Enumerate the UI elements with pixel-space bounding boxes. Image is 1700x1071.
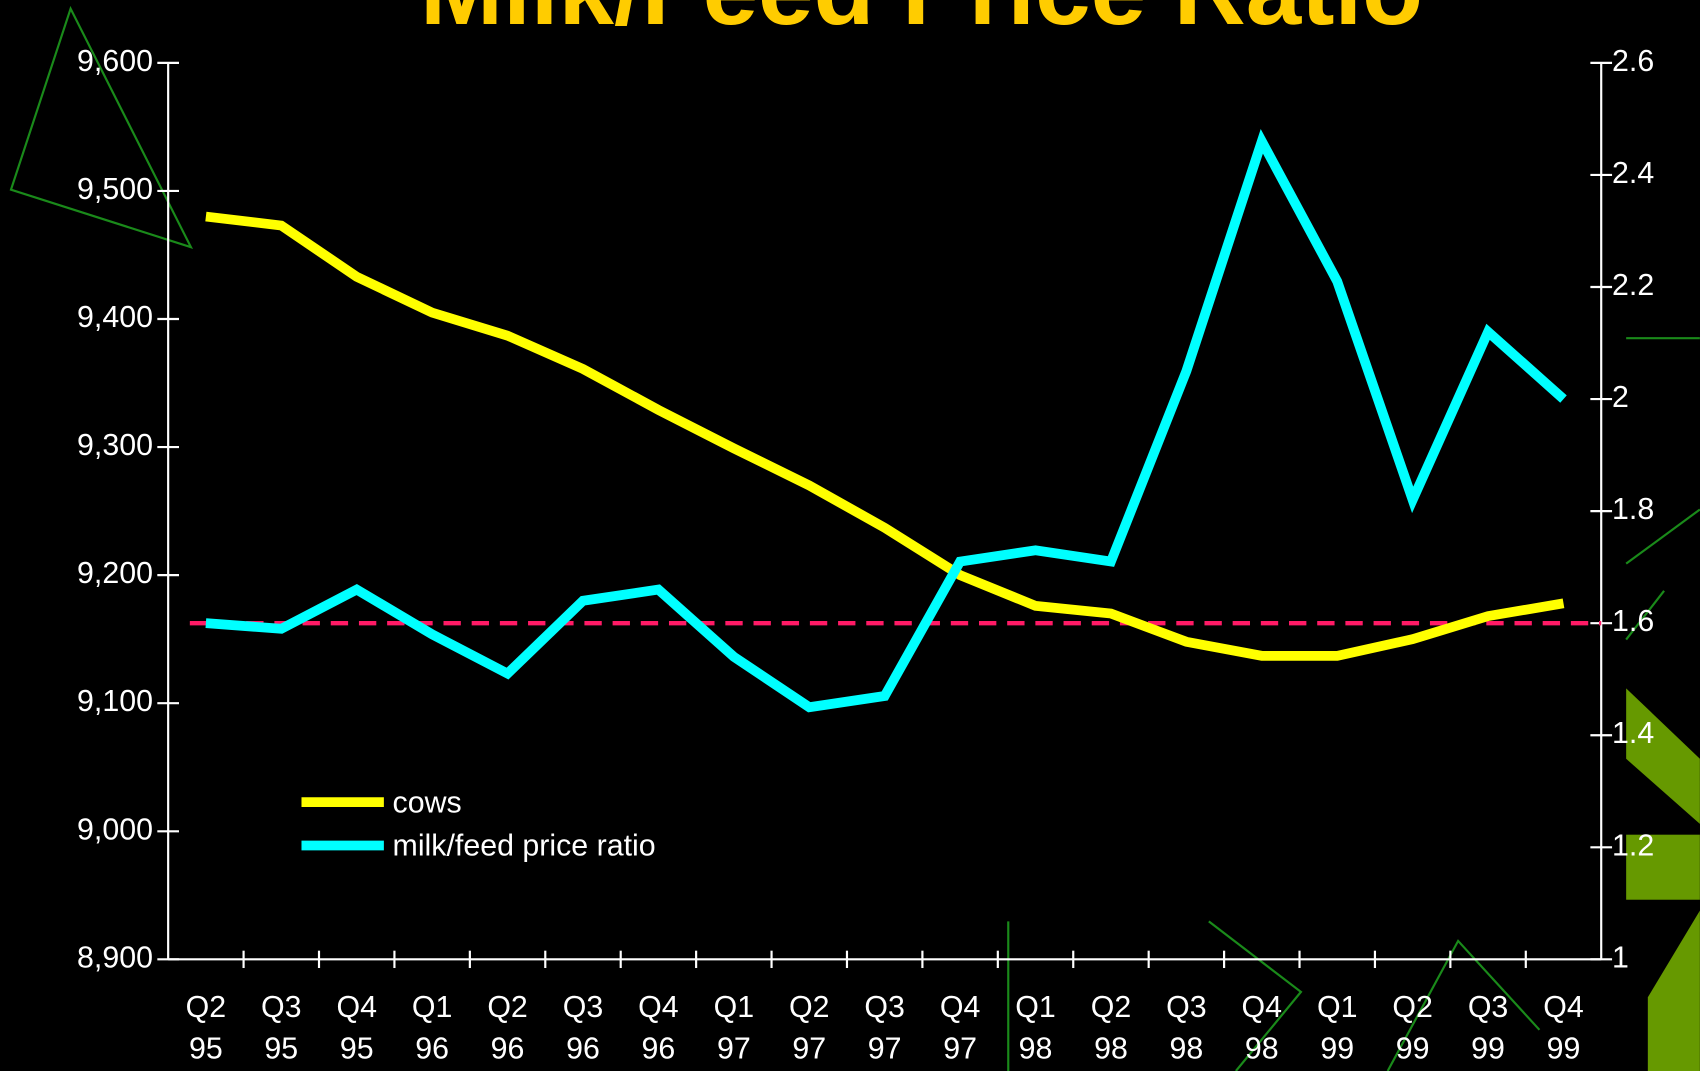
x-tick-label: Q3 99 [1468, 991, 1508, 1065]
x-tick-label-line: 98 [1019, 1032, 1053, 1065]
x-tick-label-line: 98 [1170, 1032, 1204, 1065]
x-tick-label: Q3 98 [1166, 991, 1206, 1065]
x-tick-label-line: 95 [264, 1032, 298, 1065]
x-tick-label-line: 99 [1471, 1032, 1505, 1065]
legend: cows milk/feed price ratio [301, 786, 656, 863]
legend-label: milk/feed price ratio [393, 830, 656, 863]
x-tick-label-line: 99 [1396, 1032, 1430, 1065]
x-tick-label-line: Q1 [1015, 991, 1055, 1024]
x-tick-label-line: 97 [717, 1032, 751, 1065]
legend-label: cows [393, 786, 462, 819]
x-tick-label-line: Q1 [714, 991, 754, 1024]
series-line [205, 211, 1565, 661]
x-tick-label: Q2 99 [1392, 991, 1432, 1065]
x-tick-label: Q2 96 [487, 991, 527, 1065]
x-tick-label-line: Q4 [336, 991, 376, 1024]
x-tick-label-line: 99 [1320, 1032, 1354, 1065]
x-tick-label-line: 99 [1547, 1032, 1581, 1065]
x-tick-label: Q2 97 [789, 991, 829, 1065]
x-tick-label-line: 96 [566, 1032, 600, 1065]
x-tick-label-line: Q3 [864, 991, 904, 1024]
y2-tick-label: 2.4 [1612, 157, 1654, 190]
y2-tick-label: 1.2 [1612, 829, 1654, 862]
y-tick-label: 9,100 [77, 685, 153, 718]
x-tick-label-line: Q4 [638, 991, 678, 1024]
x-tick-label-line: 96 [491, 1032, 525, 1065]
x-tick-label-line: Q4 [940, 991, 980, 1024]
y-tick-label: 9,500 [77, 173, 153, 206]
x-tick-label-line: Q2 [487, 991, 527, 1024]
y-tick-label: 9,600 [77, 45, 153, 78]
x-tick-label: Q1 96 [412, 991, 452, 1065]
x-tick-label: Q4 99 [1543, 991, 1583, 1065]
y2-tick-label: 1.6 [1612, 605, 1654, 638]
series-line [205, 128, 1567, 713]
x-tick-label: Q4 96 [638, 991, 678, 1065]
y2-tick-label: 1 [1612, 941, 1629, 974]
x-tick-label-line: Q4 [1242, 991, 1282, 1024]
x-tick-label-line: 97 [868, 1032, 902, 1065]
x-tick-label-line: 95 [340, 1032, 374, 1065]
x-tick-label-line: 96 [642, 1032, 676, 1065]
x-tick-label: Q1 98 [1015, 991, 1055, 1065]
x-tick-label: Q4 97 [940, 991, 980, 1065]
x-tick-label-line: Q1 [1317, 991, 1357, 1024]
x-tick-label-line: 95 [189, 1032, 223, 1065]
x-tick-label: Q4 95 [336, 991, 376, 1065]
y2-tick-label: 2 [1612, 381, 1629, 414]
y-tick-label: 8,900 [77, 941, 153, 974]
x-tick-label-line: Q3 [563, 991, 603, 1024]
x-tick-label-line: Q2 [1392, 991, 1432, 1024]
y-tick-label: 9,000 [77, 813, 153, 846]
y2-tick-label: 1.4 [1612, 717, 1654, 750]
y2-tick-label: 2.2 [1612, 269, 1654, 302]
x-tick-label-line: Q4 [1543, 991, 1583, 1024]
x-tick-label: Q3 95 [261, 991, 301, 1065]
x-tick-label: Q2 98 [1091, 991, 1131, 1065]
decoration [9, 5, 1700, 1071]
y2-tick-label: 1.8 [1612, 493, 1654, 526]
y-tick-label: 9,200 [77, 557, 153, 590]
x-tick-label: Q3 96 [563, 991, 603, 1065]
x-tick-label-line: Q1 [412, 991, 452, 1024]
x-tick-label-line: Q3 [1166, 991, 1206, 1024]
x-tick-label: Q3 97 [864, 991, 904, 1065]
y-tick-label: 9,300 [77, 429, 153, 462]
x-tick-label-line: 98 [1245, 1032, 1279, 1065]
y2-tick-label: 2.6 [1612, 45, 1654, 78]
x-tick-label: Q1 99 [1317, 991, 1357, 1065]
x-tick-label: Q1 97 [714, 991, 754, 1065]
x-tick-label-line: 97 [792, 1032, 826, 1065]
x-tick-label: Q4 98 [1242, 991, 1282, 1065]
x-tick-label-line: Q3 [1468, 991, 1508, 1024]
x-tick-label-line: Q3 [261, 991, 301, 1024]
x-tick-label-line: 98 [1094, 1032, 1128, 1065]
x-tick-label: Q2 95 [186, 991, 226, 1065]
chart-title: Milk/Feed Price Ratio [420, 0, 1423, 46]
x-tick-label-line: 96 [415, 1032, 449, 1065]
x-tick-label-line: 97 [943, 1032, 977, 1065]
x-tick-label-line: Q2 [1091, 991, 1131, 1024]
x-tick-label-line: Q2 [789, 991, 829, 1024]
y-tick-label: 9,400 [77, 301, 153, 334]
x-tick-label-line: Q2 [186, 991, 226, 1024]
decoration-blocks [1626, 688, 1700, 1071]
